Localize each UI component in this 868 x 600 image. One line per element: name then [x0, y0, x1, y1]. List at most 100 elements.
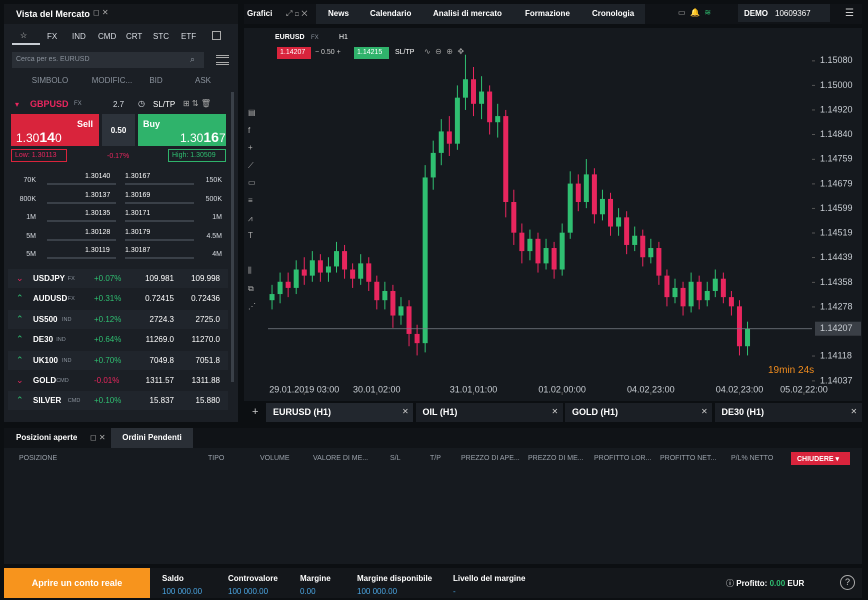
- layout-icon[interactable]: [216, 55, 229, 65]
- symbol: DE30: [33, 335, 54, 345]
- category-tab[interactable]: CMD: [98, 32, 117, 41]
- close-tab[interactable]: ✕: [850, 407, 858, 416]
- positions-tab[interactable]: Posizioni aperte: [16, 433, 78, 442]
- favorites-tab[interactable]: ☆: [20, 31, 28, 40]
- candle-body: [575, 183, 581, 202]
- add-chart[interactable]: +: [252, 406, 259, 418]
- symbol-tag: IND: [62, 357, 72, 364]
- nav-tab[interactable]: Formazione: [525, 9, 570, 18]
- pending-tab[interactable]: Ordini Pendenti: [122, 433, 182, 442]
- help-button[interactable]: ?: [840, 575, 855, 590]
- candle-body: [406, 306, 412, 334]
- column-header: MODIFIC...: [91, 76, 133, 85]
- category-tab[interactable]: ETF: [181, 32, 197, 41]
- close-tab[interactable]: ✕: [551, 407, 559, 416]
- high: High: 1.30509: [168, 149, 226, 162]
- chart-symbol[interactable]: EURUSD: [275, 34, 305, 41]
- stat-label: Controvalore: [228, 574, 278, 583]
- category-tab[interactable]: FX: [47, 32, 58, 41]
- search-box[interactable]: [12, 52, 204, 68]
- instrument-row[interactable]: [8, 350, 228, 370]
- nav-tab[interactable]: Cronologia: [592, 9, 635, 18]
- close-tab[interactable]: ✕: [701, 407, 708, 416]
- symbol: UK100: [33, 355, 58, 365]
- sell-label: Sell: [77, 119, 94, 129]
- instrument-row[interactable]: [8, 371, 228, 390]
- profit: ⓘ Profitto: 0.00 EUR: [726, 579, 805, 588]
- open-account-button[interactable]: [4, 568, 150, 598]
- chart-buy[interactable]: 1.14215: [354, 47, 389, 59]
- chart-sltp[interactable]: SL/TP: [395, 49, 415, 56]
- column-header: PROFITTO LOR...: [594, 455, 652, 462]
- panel-controls[interactable]: ◻ ✕: [90, 433, 106, 442]
- stat-value: 100 000.00: [357, 587, 398, 596]
- chart-tab[interactable]: OIL (H1): [422, 407, 458, 417]
- candle-body: [567, 183, 573, 233]
- price-part: 1.30: [180, 131, 204, 145]
- chart-lot[interactable]: − 0.50 +: [315, 49, 341, 56]
- candle-body: [309, 260, 315, 276]
- bid: 2724.3: [149, 314, 174, 324]
- chart-tab-bg[interactable]: [565, 403, 712, 422]
- close-tab[interactable]: ✕: [402, 407, 409, 416]
- chart-tab-bg[interactable]: [415, 403, 563, 422]
- charts-menu[interactable]: Grafici: [247, 9, 273, 18]
- panel-controls[interactable]: ◻ ✕: [93, 8, 109, 17]
- chart-tab[interactable]: EURUSD (H1): [273, 407, 332, 417]
- chart-tab-bg[interactable]: [714, 403, 862, 422]
- toolbar-icons[interactable]: ▭ 🔔 ≋: [678, 8, 712, 17]
- symbol: USDJPY: [33, 274, 66, 283]
- price-part: 0: [54, 131, 62, 145]
- candle-body: [616, 217, 622, 227]
- y-tick-label: 1.14759: [820, 154, 853, 164]
- category-tab[interactable]: CRT: [126, 32, 143, 41]
- chart-tools[interactable]: ∿ ⊖ ⊕ ✥: [424, 47, 465, 56]
- column-header: VOLUME: [260, 455, 290, 462]
- depth-volume: 800K: [19, 195, 36, 203]
- collapse-arrow[interactable]: ▾: [15, 100, 20, 109]
- nav-icons[interactable]: ⤢ ◻ ✕: [286, 9, 308, 18]
- x-tick-label: 04.02 23:00: [716, 384, 764, 394]
- bid: 15.837: [149, 396, 174, 406]
- row-icons[interactable]: ⊞ ⇅ 🗑: [183, 99, 212, 108]
- sltp-button[interactable]: SL/TP: [153, 100, 176, 109]
- candle-body: [648, 248, 654, 258]
- instrument-row[interactable]: [8, 269, 228, 288]
- chart-tab-bg[interactable]: [266, 403, 413, 422]
- sell-button[interactable]: [11, 114, 99, 146]
- lot-box[interactable]: [102, 114, 135, 146]
- symbol-tag: FX: [74, 101, 82, 107]
- chart-tab[interactable]: DE30 (H1): [721, 407, 765, 417]
- buy-button[interactable]: [138, 114, 226, 146]
- account-box[interactable]: [738, 4, 830, 22]
- candle-body: [712, 278, 718, 291]
- y-tick-label: 1.15080: [820, 55, 853, 65]
- candle-body: [301, 269, 307, 276]
- pending-tab-bg[interactable]: [111, 428, 193, 448]
- drawing-tools[interactable]: ▤ f + ⟋ ▭ ≡ ⩘ T ⫼ ⧉ ⋰: [248, 108, 256, 311]
- symbol[interactable]: GBPUSD: [30, 99, 69, 109]
- menu-icon[interactable]: ☰: [845, 8, 854, 19]
- stat-label: Margine disponibile: [357, 574, 433, 583]
- scrollbar[interactable]: [231, 92, 234, 382]
- instrument-row[interactable]: [8, 309, 228, 329]
- settings-icon[interactable]: [212, 31, 221, 40]
- trend-arrow: ⌄: [16, 273, 24, 283]
- candle-body: [503, 116, 509, 202]
- change: +0.70%: [94, 355, 122, 365]
- chart-tab[interactable]: GOLD (H1): [572, 407, 618, 417]
- nav-tab[interactable]: Calendario: [370, 9, 412, 18]
- category-tab[interactable]: IND: [72, 32, 86, 41]
- chart-sell[interactable]: 1.14207: [277, 47, 311, 59]
- depth-track: [47, 257, 116, 259]
- category-tab[interactable]: STC: [153, 32, 169, 41]
- instrument-row[interactable]: [8, 391, 228, 411]
- close-all-button[interactable]: CHIUDERE ▾: [791, 452, 850, 465]
- clock-icon: ◷: [138, 99, 145, 108]
- timeframe[interactable]: H1: [339, 34, 348, 41]
- nav-tab[interactable]: News: [328, 9, 349, 18]
- instrument-row[interactable]: [8, 289, 228, 309]
- instrument-row[interactable]: [8, 330, 228, 350]
- nav-tab[interactable]: Analisi di mercato: [433, 9, 502, 18]
